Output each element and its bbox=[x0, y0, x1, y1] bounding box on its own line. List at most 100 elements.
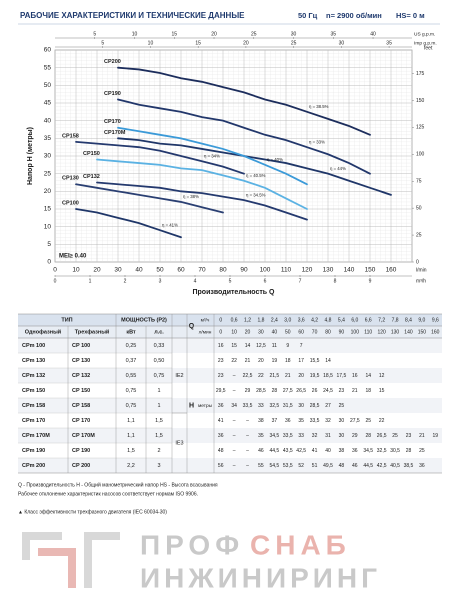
y2-tick-label: 150 bbox=[416, 98, 425, 104]
table-cell: 30,5 bbox=[390, 448, 400, 454]
page-title: РАБОЧИЕ ХАРАКТЕРИСТИКИ И ТЕХНИЧЕСКИЕ ДАН… bbox=[20, 11, 245, 20]
table-cell: 28,5 bbox=[310, 403, 320, 409]
table-cell: 22 bbox=[379, 418, 385, 424]
table-cell: 24,5 bbox=[323, 388, 333, 394]
table-cell: 18 bbox=[285, 358, 291, 364]
table-cell: 60 bbox=[298, 329, 304, 335]
curve bbox=[75, 140, 245, 175]
table-cell: 31 bbox=[325, 433, 331, 439]
table-row-bg bbox=[18, 413, 442, 428]
curve-label: CP150 bbox=[83, 151, 100, 157]
y2-tick-label: 175 bbox=[416, 71, 425, 77]
table-cell: м³/ч bbox=[201, 317, 210, 323]
curve-label: CP170M bbox=[104, 130, 126, 136]
table-cell: 70 bbox=[312, 329, 318, 335]
table-cell: 38 bbox=[258, 418, 264, 424]
table-cell: 27,5 bbox=[283, 388, 293, 394]
table-cell: 1,8 bbox=[257, 317, 264, 323]
table-cell: 7,2 bbox=[378, 317, 385, 323]
table-cell: 7,8 bbox=[392, 317, 399, 323]
x-tick-label: 110 bbox=[281, 267, 292, 274]
table-cell: 20 bbox=[298, 373, 304, 379]
table-cell: 26,5 bbox=[296, 388, 306, 394]
y-tick-label: 55 bbox=[44, 64, 52, 71]
x3-tick-label: 40 bbox=[370, 31, 376, 37]
table-cell: ТИП bbox=[61, 317, 72, 323]
table-cell: 1 bbox=[157, 388, 160, 394]
y-tick-label: 10 bbox=[44, 223, 52, 230]
x3-tick-label: 20 bbox=[211, 31, 217, 37]
table-cell: 42,5 bbox=[296, 448, 306, 454]
table-cell: 28 bbox=[365, 433, 371, 439]
y-tick-label: 30 bbox=[44, 153, 52, 160]
table-cell: 30 bbox=[339, 418, 345, 424]
table-cell: 140 bbox=[404, 329, 413, 335]
table-cell: CP 150 bbox=[72, 388, 90, 394]
x-tick-label: 90 bbox=[240, 267, 248, 274]
curve bbox=[117, 98, 371, 175]
x2-tick-label: 4 bbox=[194, 278, 197, 284]
table-header-bg bbox=[18, 314, 442, 326]
table-cell: 9,0 bbox=[418, 317, 425, 323]
table-cell: 0,55 bbox=[126, 373, 137, 379]
logo-word: ИНЖИНИРИНГ bbox=[140, 562, 381, 593]
x-tick-label: 160 bbox=[386, 267, 397, 274]
x-tick-label: 100 bbox=[260, 267, 271, 274]
table-cell: МОЩНОСТЬ (P2) bbox=[121, 317, 167, 323]
table-cell: 2,2 bbox=[127, 463, 135, 469]
table-cell: 18,5 bbox=[323, 373, 333, 379]
table-cell: 20 bbox=[245, 329, 251, 335]
table-cell: 36 bbox=[218, 433, 224, 439]
table-cell: 160 bbox=[431, 329, 440, 335]
table-cell: CPm 150 bbox=[22, 388, 45, 394]
table-cell: 19 bbox=[433, 433, 439, 439]
efficiency-label: η = 33% bbox=[309, 139, 325, 144]
table-cell: – bbox=[233, 448, 236, 454]
table-cell: 28 bbox=[272, 388, 278, 394]
table-cell: CPm 100 bbox=[22, 343, 45, 349]
curve bbox=[75, 183, 224, 214]
table-cell: 27,5 bbox=[350, 418, 360, 424]
table-cell: 4,8 bbox=[325, 317, 332, 323]
table-cell: 0,75 bbox=[126, 388, 137, 394]
y2-tick-label: 125 bbox=[416, 125, 425, 131]
table-cell: 30 bbox=[339, 433, 345, 439]
table-cell: 0 bbox=[219, 329, 222, 335]
x4-tick-label: 15 bbox=[195, 40, 201, 46]
x-tick-label: 10 bbox=[72, 267, 80, 274]
table-cell: 1,1 bbox=[127, 418, 135, 424]
table-row-bg bbox=[18, 383, 442, 398]
y2-tick-label: 25 bbox=[416, 232, 422, 238]
table-cell: CP 158 bbox=[72, 403, 90, 409]
table-cell: 1,2 bbox=[244, 317, 251, 323]
x-tick-label: 140 bbox=[344, 267, 355, 274]
table-cell: 6,6 bbox=[365, 317, 372, 323]
table-cell: 16 bbox=[352, 373, 358, 379]
table-cell: 22 bbox=[231, 358, 237, 364]
table-cell: 36 bbox=[285, 418, 291, 424]
y2-tick-label: 75 bbox=[416, 179, 422, 185]
table-cell: CP 170 bbox=[72, 418, 90, 424]
y-axis-title: Напор H (метры) bbox=[27, 127, 34, 185]
table-cell: CP 132 bbox=[72, 373, 90, 379]
table-cell: 0,6 bbox=[231, 317, 238, 323]
logo-icon bbox=[22, 532, 120, 588]
table-cell: 23 bbox=[218, 358, 224, 364]
x-tick-label: 50 bbox=[156, 267, 164, 274]
x3-tick-label: 30 bbox=[291, 31, 297, 37]
curve bbox=[117, 126, 308, 186]
table-cell: 25 bbox=[365, 418, 371, 424]
table-cell: 32,5 bbox=[377, 448, 387, 454]
table-cell: 23 bbox=[339, 388, 345, 394]
table-cell: Q - Производительность H - Общий маномет… bbox=[18, 481, 218, 488]
table-cell: 34,5 bbox=[363, 448, 373, 454]
table-cell: 38 bbox=[339, 448, 345, 454]
table-cell: 1,5 bbox=[155, 433, 163, 439]
table-cell: 0,33 bbox=[154, 343, 165, 349]
table-header-bg bbox=[18, 326, 442, 338]
table-cell: 11 bbox=[272, 343, 277, 349]
table-cell: 26,5 bbox=[377, 433, 387, 439]
curve bbox=[75, 208, 182, 239]
table-cell: 9 bbox=[286, 343, 289, 349]
efficiency-label: η = 34% bbox=[204, 153, 220, 158]
